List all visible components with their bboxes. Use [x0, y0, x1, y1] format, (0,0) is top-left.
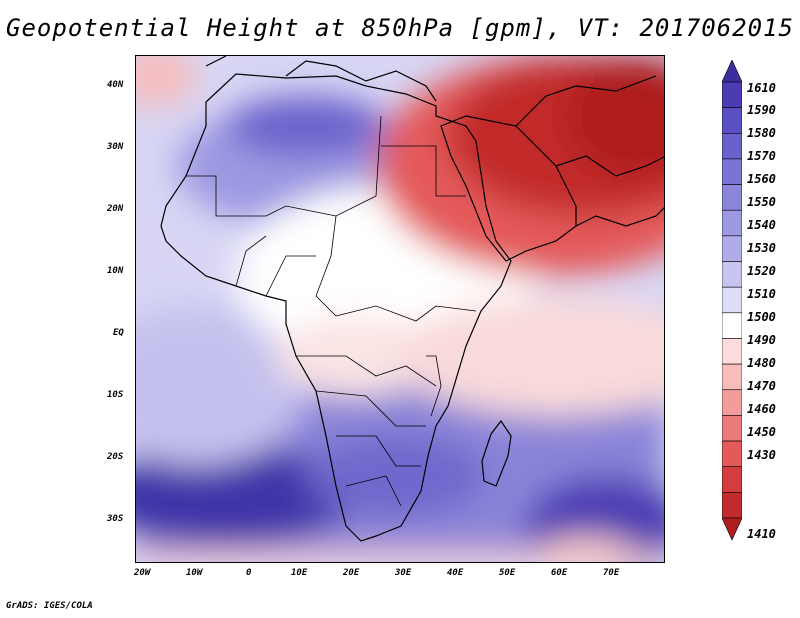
lat-label-10n: 10N [107, 266, 124, 276]
lat-label-30n: 30N [107, 142, 124, 152]
lat-label-20s: 20S [107, 452, 124, 462]
colorbar-segment [722, 363, 742, 391]
colorbar-label-1480: 1480 [747, 356, 776, 370]
colorbar-segment [722, 81, 742, 108]
colorbar-segment [722, 261, 742, 288]
asia-outline [515, 75, 664, 227]
height-field [136, 56, 664, 562]
colorbar-segment [722, 184, 742, 211]
colorbar-segment [722, 415, 742, 442]
lat-label-20n: 20N [107, 204, 124, 214]
colorbar-segment [722, 440, 742, 468]
lat-label-30s: 30S [107, 514, 124, 524]
geopotential-map [136, 56, 664, 562]
africa-outline [160, 73, 512, 542]
colorbar-label-1460: 1460 [747, 402, 776, 416]
colorbar-segment [722, 132, 742, 160]
lon-label-40e: 40E [447, 568, 464, 578]
colorbar [722, 60, 742, 541]
colorbar-bottom-arrow [722, 517, 742, 541]
colorbar-label-1410: 1410 [747, 527, 776, 541]
country-borders [186, 115, 477, 507]
colorbar-label-1530: 1530 [747, 241, 776, 255]
colorbar-label-1510: 1510 [747, 287, 776, 301]
colorbar-segment [722, 235, 742, 262]
madagascar-outline [481, 419, 512, 487]
lon-label-70e: 70E [603, 568, 620, 578]
colorbar-label-1470: 1470 [747, 379, 776, 393]
colorbar-label-1610: 1610 [747, 81, 776, 95]
lon-label-10w: 10W [186, 568, 203, 578]
colorbar-segment [722, 389, 742, 416]
map-title: Geopotential Height at 850hPa [gpm], VT:… [6, 14, 794, 42]
lat-label-40n: 40N [107, 80, 124, 90]
colorbar-top-arrow [722, 60, 742, 83]
grads-credit: GrADS: IGES/COLA [6, 601, 93, 611]
colorbar-segment [722, 492, 742, 519]
lon-label-60e: 60E [551, 568, 568, 578]
lon-label-10e: 10E [291, 568, 308, 578]
lat-label-10s: 10S [107, 390, 124, 400]
colorbar-label-1490: 1490 [747, 333, 776, 347]
colorbar-segment [722, 466, 742, 493]
lon-label-30e: 30E [395, 568, 412, 578]
colorbar-segment [722, 158, 742, 185]
lat-label-eq: EQ [113, 328, 124, 338]
colorbar-segment [722, 312, 742, 339]
colorbar-label-1590: 1590 [747, 103, 776, 117]
colorbar-label-1520: 1520 [747, 264, 776, 278]
colorbar-label-1570: 1570 [747, 149, 776, 163]
colorbar-label-1550: 1550 [747, 195, 776, 209]
lon-label-20w: 20W [134, 568, 151, 578]
colorbar-segment [722, 209, 742, 237]
colorbar-label-1500: 1500 [747, 310, 776, 324]
colorbar-label-1450: 1450 [747, 425, 776, 439]
colorbar-segment [722, 286, 742, 314]
lon-label-50e: 50E [499, 568, 516, 578]
colorbar-label-1540: 1540 [747, 218, 776, 232]
map-panel [135, 55, 665, 563]
colorbar-segment [722, 338, 742, 365]
colorbar-label-1580: 1580 [747, 126, 776, 140]
colorbar-segment [722, 107, 742, 134]
colorbar-label-1430: 1430 [747, 448, 776, 462]
europe-outline [205, 56, 437, 102]
lon-label-20e: 20E [343, 568, 360, 578]
lon-label-0: 0 [246, 568, 252, 578]
colorbar-label-1560: 1560 [747, 172, 776, 186]
